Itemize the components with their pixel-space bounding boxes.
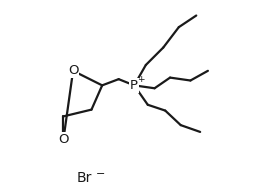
Text: Br: Br [77, 171, 92, 184]
Text: O: O [68, 64, 78, 77]
Text: O: O [58, 133, 69, 146]
Text: −: − [95, 169, 105, 179]
Text: P: P [130, 79, 138, 92]
Text: +: + [137, 75, 144, 84]
